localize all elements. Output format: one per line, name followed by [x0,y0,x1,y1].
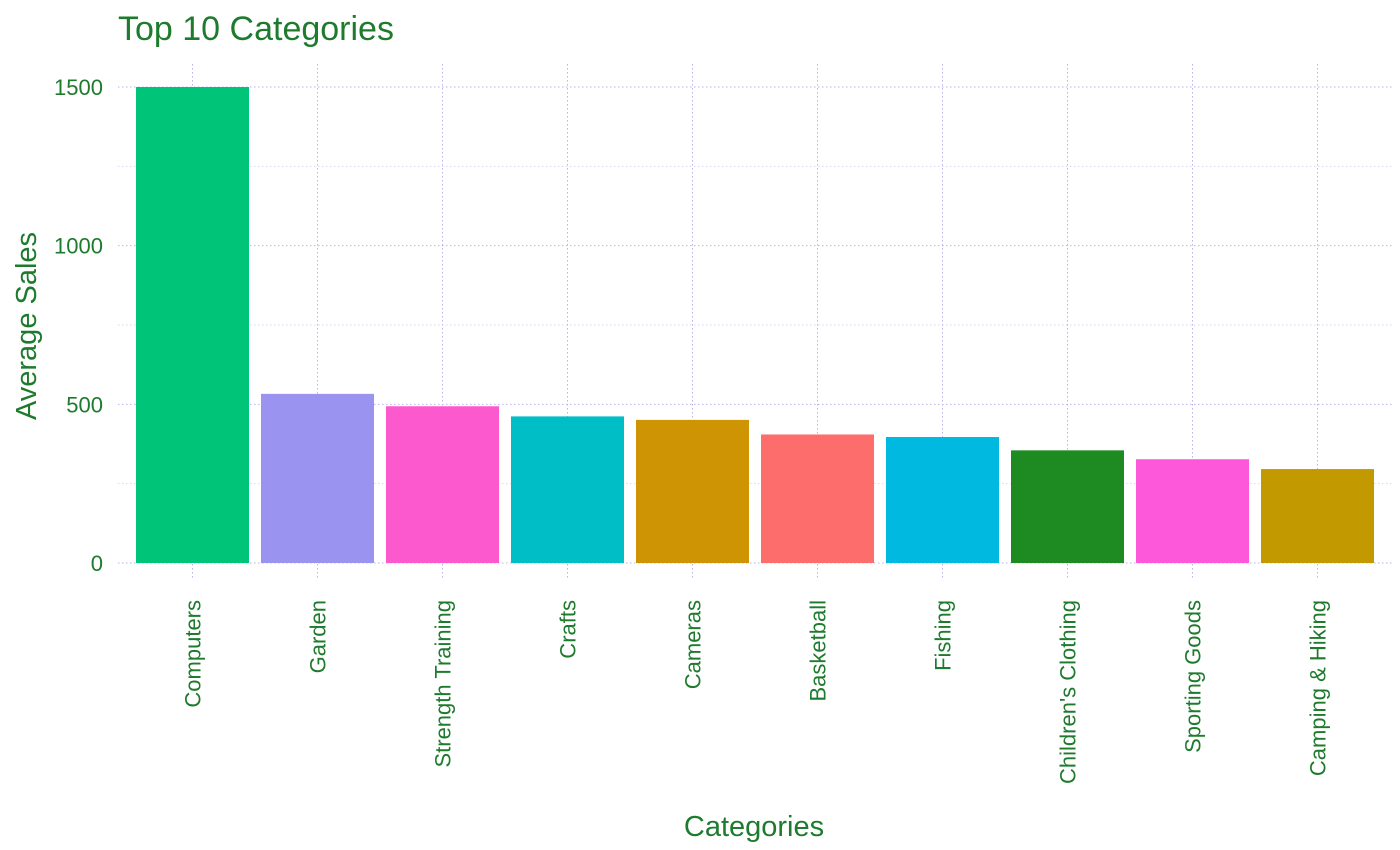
x-tick-label: Children's Clothing [1056,600,1081,784]
bar [136,87,249,563]
bar [511,416,624,563]
x-tick-label: Garden [306,600,331,673]
y-tick-label: 0 [91,551,103,576]
chart-title: Top 10 Categories [118,10,394,48]
bar [886,437,999,563]
x-tick-label: Basketball [806,600,831,702]
bar [386,406,499,563]
bar [1136,459,1249,563]
x-axis-title: Categories [684,811,824,843]
bar [636,419,749,563]
bar [1261,469,1374,563]
x-tick-label: Crafts [556,600,581,659]
x-tick-label: Fishing [931,600,956,671]
bars [136,87,1374,563]
x-tick-label: Cameras [681,600,706,689]
bar [761,434,874,563]
x-tick-label: Sporting Goods [1181,600,1206,753]
y-tick-label: 500 [66,392,103,417]
x-tick-label: Strength Training [431,600,456,768]
x-axis-ticks: Computers Garden Strength Training Crafts Ca… [181,600,1331,784]
y-axis-title: Average Sales [11,232,43,420]
bar [1011,450,1124,563]
y-axis-ticks: 0 500 1000 1500 [54,75,103,576]
x-tick-label: Camping & Hiking [1306,600,1331,776]
x-tick-label: Computers [181,600,206,708]
bar [261,393,374,563]
y-tick-label: 1500 [54,75,103,100]
y-tick-label: 1000 [54,234,103,259]
